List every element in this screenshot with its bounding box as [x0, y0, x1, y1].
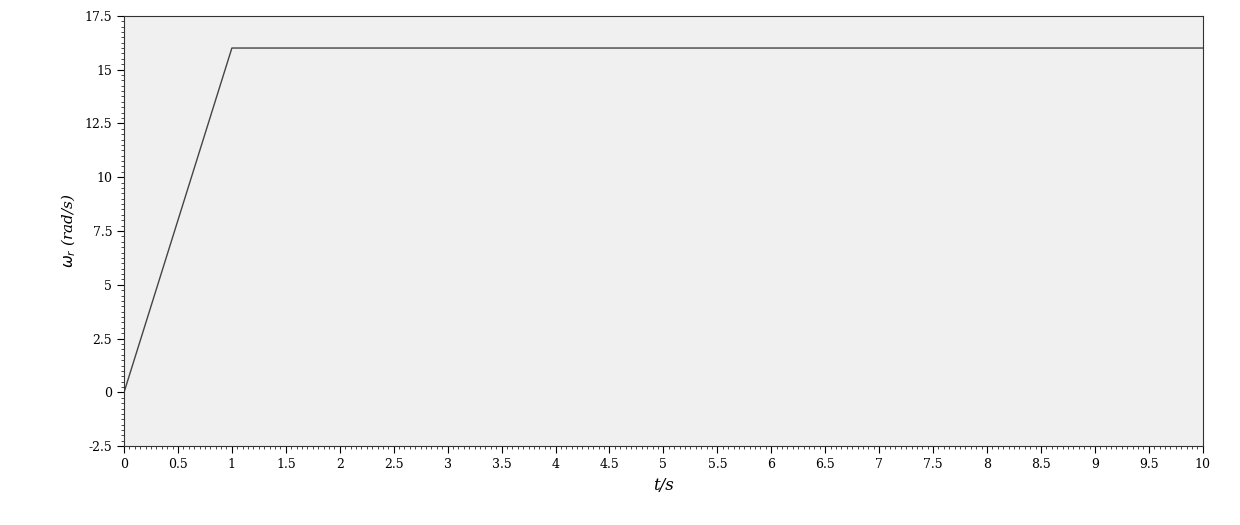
X-axis label: t/s: t/s [653, 477, 673, 493]
Y-axis label: $\omega_r$ (rad/s): $\omega_r$ (rad/s) [60, 194, 78, 268]
